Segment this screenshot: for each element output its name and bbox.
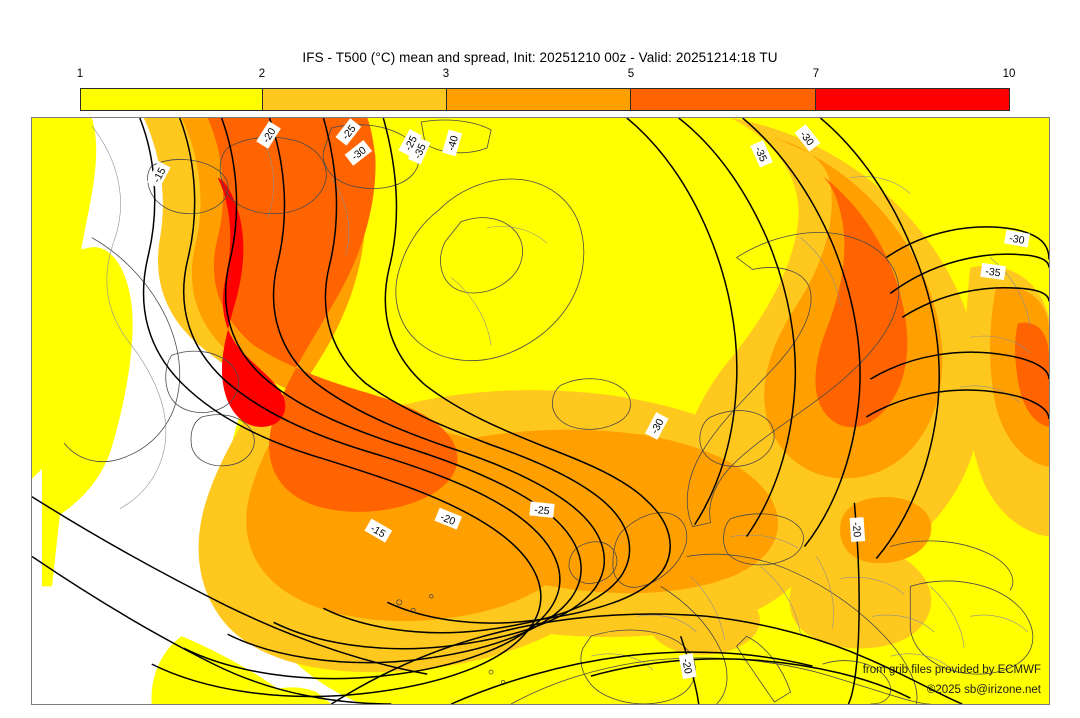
colorbar-bands <box>80 88 1010 111</box>
colorbar-band-3-5 <box>446 89 632 110</box>
attribution-source: from grib files provided by ECMWF <box>862 664 1041 676</box>
colorbar: 1 2 3 5 7 10 <box>77 68 1015 111</box>
colorbar-tick-10: 10 <box>1002 68 1016 80</box>
colorbar-band-7-10 <box>815 89 1009 110</box>
coastline-layer <box>63 119 1034 704</box>
colorbar-tick-2: 2 <box>258 68 266 80</box>
colorbar-tick-1: 1 <box>76 68 84 80</box>
attribution-copyright: ©2025 sb@irizone.net <box>926 684 1041 696</box>
colorbar-tick-5: 5 <box>627 68 635 80</box>
colorbar-band-5-7 <box>631 89 816 110</box>
spread-band-5-7 <box>207 118 1049 512</box>
colorbar-band-1-2 <box>81 89 263 110</box>
contour-label: -20 <box>850 522 862 538</box>
contour-label: -30 <box>1008 233 1025 246</box>
contour-label: -25 <box>534 505 550 518</box>
map-canvas: -20 -25 -25 -40 <box>31 117 1050 705</box>
colorbar-band-2-3 <box>262 89 447 110</box>
contour-label: -40 <box>446 134 461 152</box>
contour-label: -20 <box>680 658 694 675</box>
colorbar-tick-7: 7 <box>812 68 820 80</box>
contour-label: -35 <box>985 266 1002 279</box>
colorbar-tick-labels: 1 2 3 5 7 10 <box>76 68 1016 84</box>
page-title: IFS - T500 (°C) mean and spread, Init: 2… <box>302 50 778 65</box>
contour-layer <box>32 118 1049 704</box>
contour-label: -20 <box>439 512 457 528</box>
colorbar-tick-3: 3 <box>442 68 450 80</box>
map-svg: -20 -25 -25 -40 <box>32 118 1049 704</box>
